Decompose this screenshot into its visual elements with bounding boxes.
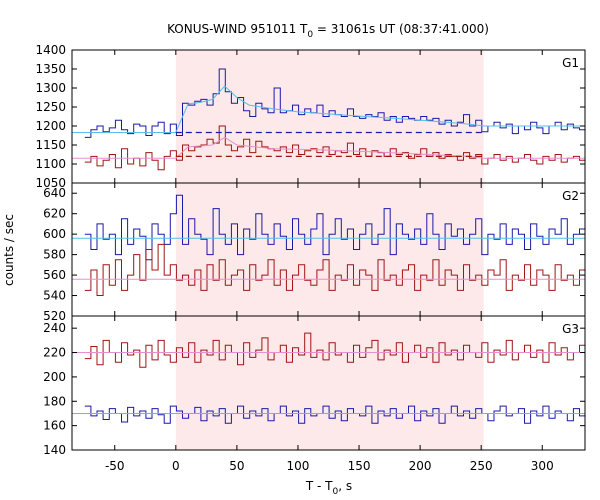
y-tick-label: 1250: [35, 100, 66, 114]
chart-title: KONUS-WIND 951011 T0 = 31061s UT (08:37:…: [167, 22, 489, 40]
y-tick-label: 160: [43, 419, 66, 433]
y-tick-label: 1050: [35, 176, 66, 190]
y-tick-label: 180: [43, 394, 66, 408]
x-tick-label: 100: [287, 459, 310, 473]
y-tick-label: 1150: [35, 138, 66, 152]
y-tick-label: 140: [43, 443, 66, 457]
x-tick-label: 150: [348, 459, 371, 473]
x-axis-label: T - T0, s: [305, 479, 352, 497]
x-tick-label: 250: [470, 459, 493, 473]
y-tick-label: 1350: [35, 62, 66, 76]
panel-g3-series-0: [84, 332, 586, 368]
x-tick-label: 300: [531, 459, 554, 473]
y-tick-label: 580: [43, 248, 66, 262]
y-tick-label: 1300: [35, 81, 66, 95]
x-tick-label: 0: [172, 459, 180, 473]
panel-g3-frame: [71, 315, 586, 451]
panel-g2-label: G2: [562, 189, 579, 203]
y-tick-label: 200: [43, 370, 66, 384]
plot-area: G114001350130012501200115011001050G26406…: [35, 43, 586, 473]
panel-g1-label: G1: [562, 56, 579, 70]
y-tick-label: 520: [43, 309, 66, 323]
y-tick-label: 1200: [35, 119, 66, 133]
y-tick-label: 240: [43, 321, 66, 335]
y-tick-label: 1100: [35, 157, 66, 171]
panel-g3-label: G3: [562, 322, 579, 336]
y-tick-label: 620: [43, 207, 66, 221]
y-tick-label: 640: [43, 186, 66, 200]
y-tick-label: 540: [43, 289, 66, 303]
panel-g2-series-0: [84, 194, 586, 261]
x-tick-label: 50: [229, 459, 244, 473]
panel-g1-series-1: [84, 125, 586, 171]
y-tick-label: 560: [43, 268, 66, 282]
y-tick-label: 600: [43, 227, 66, 241]
x-tick-label: 200: [409, 459, 432, 473]
y-tick-label: 220: [43, 346, 66, 360]
y-axis-label: counts / sec: [2, 214, 16, 286]
panel-g1-series-2: [72, 85, 585, 133]
highlight-interval: [175, 50, 484, 450]
panel-g2-series-1: [84, 243, 586, 296]
x-tick-label: -50: [105, 459, 125, 473]
panel-g3-series-1: [84, 405, 586, 424]
y-tick-label: 1400: [35, 43, 66, 57]
